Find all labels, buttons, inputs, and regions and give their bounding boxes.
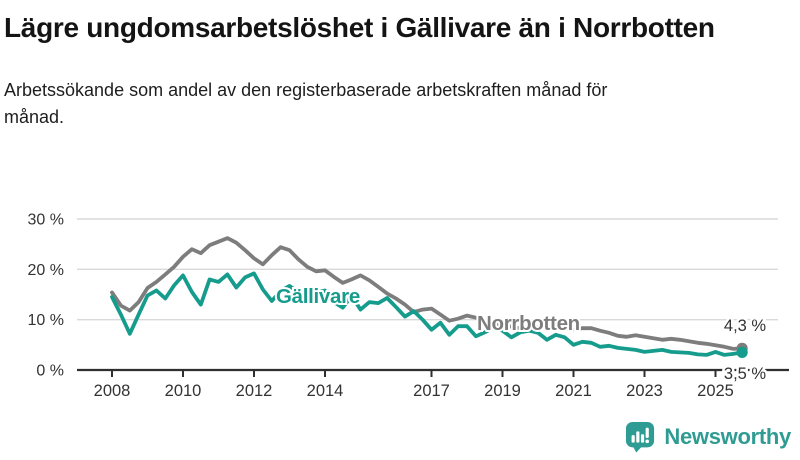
bar-chart-speech-bubble-icon: [626, 422, 655, 453]
x-tick-label: 2021: [555, 382, 592, 400]
series-end-value-0: 4,3 %: [724, 317, 767, 335]
series-label-1: Gällivare: [276, 285, 360, 308]
x-tick-label: 2010: [165, 382, 202, 400]
newsworthy-logo-text: Newsworthy: [664, 424, 791, 449]
series-line-0: [110, 236, 744, 351]
series-end-value-1: 3,5 %: [724, 365, 767, 383]
series-end-dot-1: [736, 346, 748, 358]
y-tick-label: 30 %: [28, 212, 64, 229]
y-tick-label: 0 %: [36, 363, 64, 380]
x-tick-label: 2025: [697, 382, 734, 400]
x-tick-label: 2019: [484, 382, 521, 400]
chart-subtitle: Arbetssökande som andel av den registerb…: [4, 79, 608, 127]
series-label-0: Norrbotten: [477, 312, 580, 335]
x-tick-label: 2008: [94, 382, 131, 400]
series-line-1: [110, 271, 744, 357]
newsworthy-logo: Newsworthy: [625, 421, 791, 453]
chart-title: Lägre ungdomsarbetslöshet i Gällivare än…: [4, 12, 715, 43]
unemployment-line-chart: 30 % 20 % 10 % 0 % 2008 2010 2012 2014 2017 2019 2…: [28, 212, 789, 400]
x-tick-label: 2023: [626, 382, 663, 400]
x-tick-label: 2014: [307, 382, 344, 400]
y-tick-label: 20 %: [28, 262, 64, 279]
x-tick-label: 2017: [413, 382, 450, 400]
x-tick-label: 2012: [236, 382, 273, 400]
y-tick-label: 10 %: [28, 312, 64, 329]
